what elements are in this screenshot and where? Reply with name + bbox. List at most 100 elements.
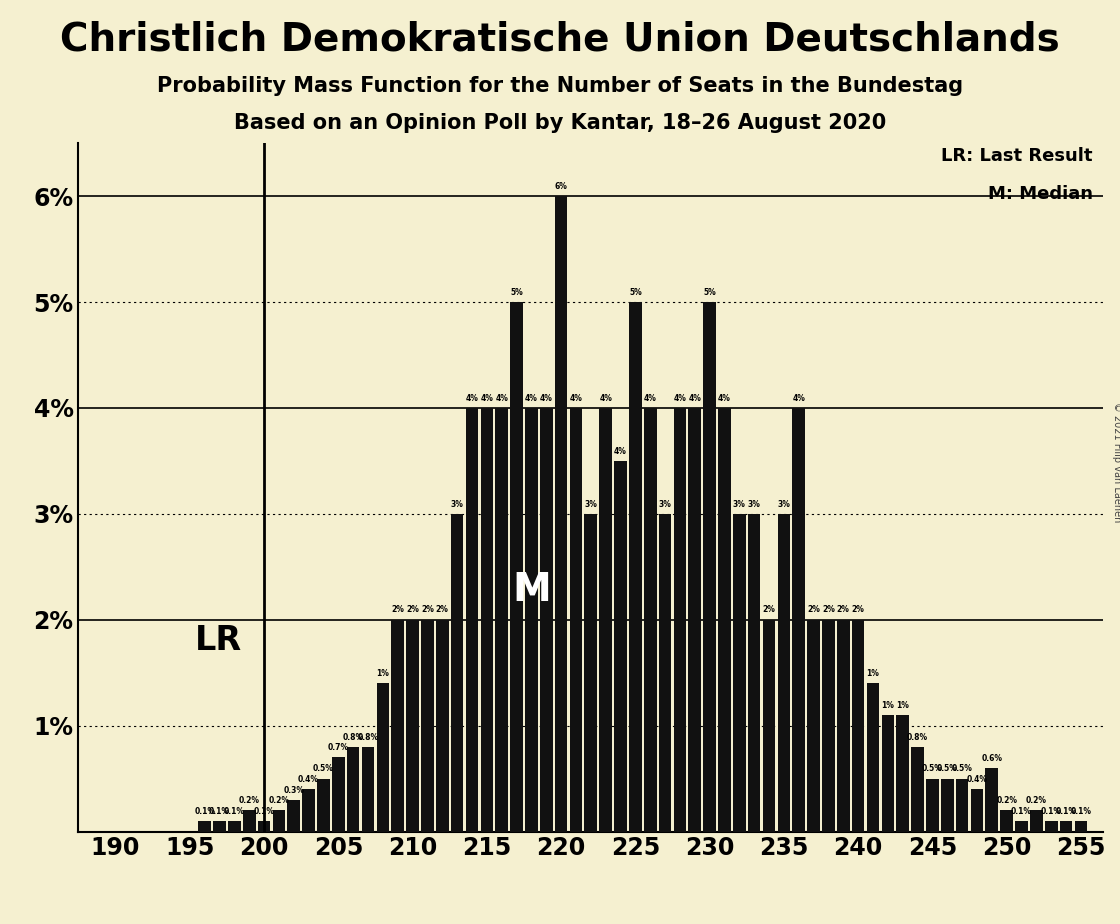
Text: 4%: 4% <box>480 394 493 403</box>
Bar <box>599 408 612 832</box>
Bar <box>912 747 924 832</box>
Text: 2%: 2% <box>851 605 865 614</box>
Text: LR: Last Result: LR: Last Result <box>942 147 1093 164</box>
Text: 0.7%: 0.7% <box>328 743 348 752</box>
Bar <box>748 514 760 832</box>
Bar <box>570 408 582 832</box>
Bar <box>198 821 211 832</box>
Bar <box>213 821 226 832</box>
Bar <box>852 620 865 832</box>
Text: 3%: 3% <box>777 500 791 508</box>
Bar <box>511 302 523 832</box>
Text: 0.1%: 0.1% <box>194 807 215 816</box>
Text: M: M <box>512 571 551 609</box>
Text: LR: LR <box>195 624 242 657</box>
Text: 4%: 4% <box>673 394 687 403</box>
Text: 5%: 5% <box>629 287 642 297</box>
Text: 3%: 3% <box>748 500 760 508</box>
Text: 2%: 2% <box>421 605 433 614</box>
Bar <box>1030 810 1043 832</box>
Bar <box>808 620 820 832</box>
Bar <box>585 514 597 832</box>
Text: Based on an Opinion Poll by Kantar, 18–26 August 2020: Based on an Opinion Poll by Kantar, 18–2… <box>234 113 886 133</box>
Text: 0.2%: 0.2% <box>269 796 289 805</box>
Bar <box>777 514 791 832</box>
Bar <box>926 779 939 832</box>
Text: 5%: 5% <box>511 287 523 297</box>
Text: 0.6%: 0.6% <box>981 754 1002 763</box>
Bar <box>1000 810 1012 832</box>
Text: 0.4%: 0.4% <box>967 775 988 784</box>
Text: 4%: 4% <box>644 394 656 403</box>
Text: 1%: 1% <box>896 700 909 710</box>
Text: 4%: 4% <box>718 394 731 403</box>
Text: 0.5%: 0.5% <box>922 764 943 773</box>
Text: 4%: 4% <box>466 394 478 403</box>
Text: 0.1%: 0.1% <box>1071 807 1091 816</box>
Text: Probability Mass Function for the Number of Seats in the Bundestag: Probability Mass Function for the Number… <box>157 76 963 96</box>
Text: M: Median: M: Median <box>988 185 1093 202</box>
Text: 0.2%: 0.2% <box>1026 796 1047 805</box>
Bar <box>347 747 360 832</box>
Bar <box>302 789 315 832</box>
Bar <box>1060 821 1072 832</box>
Bar <box>941 779 953 832</box>
Text: 0.1%: 0.1% <box>1055 807 1076 816</box>
Text: 5%: 5% <box>703 287 716 297</box>
Bar <box>793 408 805 832</box>
Bar <box>258 821 270 832</box>
Bar <box>703 302 716 832</box>
Bar <box>763 620 775 832</box>
Bar <box>317 779 329 832</box>
Bar <box>718 408 730 832</box>
Bar <box>881 715 894 832</box>
Text: 0.1%: 0.1% <box>224 807 245 816</box>
Text: 0.3%: 0.3% <box>283 785 305 795</box>
Text: 4%: 4% <box>540 394 552 403</box>
Text: 1%: 1% <box>881 700 894 710</box>
Bar <box>867 684 879 832</box>
Bar <box>376 684 389 832</box>
Bar <box>451 514 464 832</box>
Text: 2%: 2% <box>822 605 834 614</box>
Text: 0.5%: 0.5% <box>312 764 334 773</box>
Bar <box>644 408 656 832</box>
Bar <box>1074 821 1088 832</box>
Bar <box>243 810 255 832</box>
Text: 0.5%: 0.5% <box>936 764 958 773</box>
Bar <box>495 408 508 832</box>
Text: 0.1%: 0.1% <box>253 807 274 816</box>
Text: 2%: 2% <box>808 605 820 614</box>
Text: 2%: 2% <box>391 605 404 614</box>
Bar <box>391 620 404 832</box>
Text: 0.8%: 0.8% <box>343 733 364 742</box>
Bar <box>659 514 671 832</box>
Text: 3%: 3% <box>450 500 464 508</box>
Text: 3%: 3% <box>585 500 597 508</box>
Bar <box>554 196 568 832</box>
Bar <box>732 514 746 832</box>
Text: 0.2%: 0.2% <box>996 796 1017 805</box>
Bar <box>421 620 433 832</box>
Bar <box>362 747 374 832</box>
Text: 3%: 3% <box>659 500 672 508</box>
Bar <box>689 408 701 832</box>
Bar <box>540 408 552 832</box>
Text: Christlich Demokratische Union Deutschlands: Christlich Demokratische Union Deutschla… <box>60 20 1060 58</box>
Text: 2%: 2% <box>837 605 850 614</box>
Bar <box>466 408 478 832</box>
Text: 0.1%: 0.1% <box>1040 807 1062 816</box>
Bar <box>971 789 983 832</box>
Bar <box>673 408 687 832</box>
Text: 0.8%: 0.8% <box>907 733 928 742</box>
Text: 1%: 1% <box>376 669 390 678</box>
Text: 0.2%: 0.2% <box>239 796 260 805</box>
Bar <box>822 620 834 832</box>
Text: 2%: 2% <box>436 605 449 614</box>
Bar <box>1045 821 1057 832</box>
Text: 4%: 4% <box>495 394 508 403</box>
Text: 4%: 4% <box>599 394 613 403</box>
Text: 0.5%: 0.5% <box>952 764 972 773</box>
Bar <box>629 302 642 832</box>
Bar <box>436 620 449 832</box>
